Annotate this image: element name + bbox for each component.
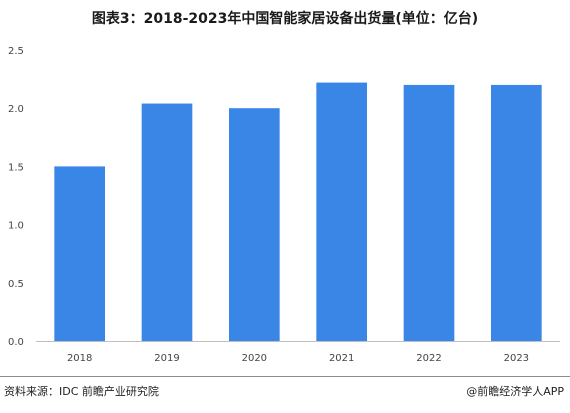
x-tick-label: 2020 xyxy=(242,353,267,364)
source-note: 资料来源：IDC 前瞻产业研究院 xyxy=(4,385,159,398)
x-tick-label: 2019 xyxy=(154,353,179,364)
y-tick-label: 1.0 xyxy=(8,221,24,232)
bar-2020 xyxy=(229,108,280,341)
bars xyxy=(54,82,542,342)
x-tick-label: 2022 xyxy=(416,353,441,364)
x-tick-label: 2023 xyxy=(504,353,529,364)
y-axis-ticks: 0.0 0.5 1.0 1.5 2.0 2.5 xyxy=(8,46,24,348)
x-tick-label: 2021 xyxy=(329,353,354,364)
y-tick-label: 1.5 xyxy=(8,162,24,173)
y-tick-label: 2.5 xyxy=(8,46,24,57)
bar-2022 xyxy=(403,84,455,342)
footer-divider xyxy=(0,376,570,377)
y-tick-label: 2.0 xyxy=(8,104,24,115)
x-axis-ticks: 2018 2019 2020 2021 2022 2023 xyxy=(67,353,529,364)
chart-title: 图表3：2018-2023年中国智能家居设备出货量(单位：亿台) xyxy=(91,11,479,27)
x-tick-label: 2018 xyxy=(67,353,92,364)
bar-2023 xyxy=(491,84,542,342)
y-tick-label: 0.5 xyxy=(8,279,24,290)
bar-2018 xyxy=(54,166,105,341)
bar-2021 xyxy=(316,82,367,341)
y-tick-label: 0.0 xyxy=(8,337,24,348)
bar-2019 xyxy=(141,103,193,341)
brand-credit: @前瞻经济学人APP xyxy=(466,385,564,398)
